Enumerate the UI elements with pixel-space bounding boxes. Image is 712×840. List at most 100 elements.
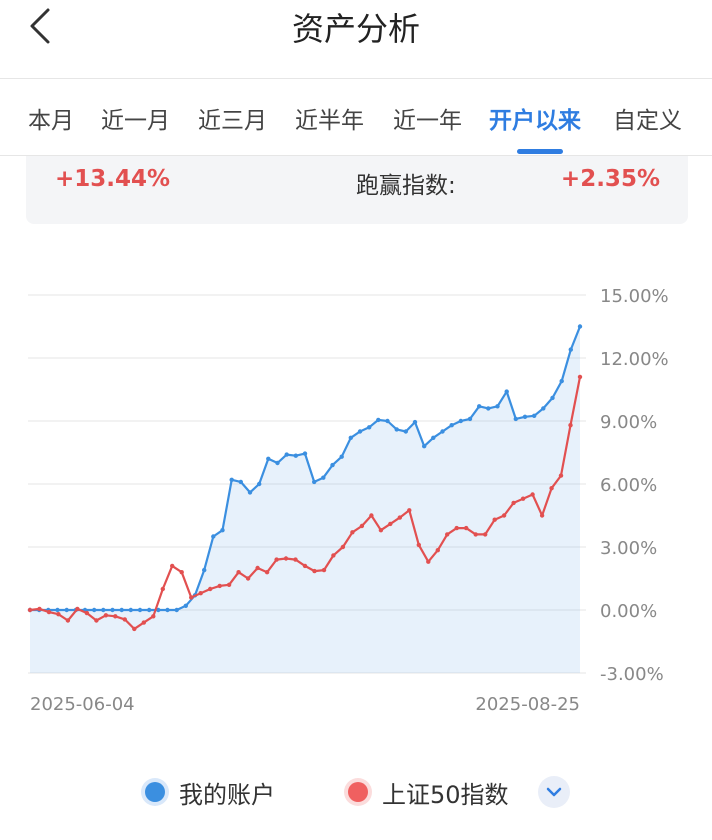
series-my-account-point bbox=[330, 462, 335, 468]
series-sse50-index-point bbox=[113, 614, 118, 619]
total-return-value: +13.44% bbox=[55, 166, 171, 192]
series-my-account-point bbox=[357, 429, 363, 434]
series-sse50-index-point bbox=[483, 532, 488, 537]
chevron-down-icon bbox=[546, 787, 562, 797]
legend-item-sse50-index[interactable]: 上证50指数 bbox=[348, 770, 509, 814]
series-sse50-index-point bbox=[558, 473, 564, 478]
series-my-account-point bbox=[467, 416, 473, 422]
series-my-account-point bbox=[183, 603, 188, 608]
series-sse50-index-point bbox=[549, 486, 554, 491]
series-my-account-point bbox=[394, 427, 399, 432]
series-my-account-area bbox=[30, 326, 580, 673]
series-sse50-index-point bbox=[473, 532, 478, 537]
legend-item-my-account[interactable]: 我的账户 bbox=[145, 770, 275, 814]
series-my-account-point bbox=[367, 425, 372, 430]
series-sse50-index-point bbox=[568, 423, 573, 428]
series-sse50-index-point bbox=[340, 544, 346, 550]
series-sse50-index-point bbox=[189, 595, 194, 600]
series-sse50-index-point bbox=[321, 567, 327, 573]
series-sse50-index-point bbox=[312, 568, 317, 574]
series-my-account-point bbox=[147, 607, 152, 613]
series-my-account-point bbox=[541, 406, 546, 411]
header-bar: 资产分析 bbox=[0, 0, 712, 79]
legend-label-my-account: 我的账户 bbox=[179, 780, 275, 809]
series-sse50-index-point bbox=[84, 610, 90, 616]
series-my-account-point bbox=[110, 607, 115, 613]
y-tick-label: 6.00% bbox=[600, 475, 657, 496]
page-title: 资产分析 bbox=[291, 10, 420, 48]
series-sse50-index-point bbox=[75, 606, 80, 612]
series-sse50-index-point bbox=[56, 612, 61, 617]
legend-label-sse50-index: 上证50指数 bbox=[382, 780, 509, 809]
series-my-account-point bbox=[64, 607, 69, 613]
series-sse50-index-point bbox=[388, 521, 393, 527]
y-tick-label: 12.00% bbox=[600, 349, 669, 370]
tab-last-half-year[interactable]: 近半年 bbox=[295, 108, 364, 134]
series-sse50-index-point bbox=[416, 542, 421, 548]
series-sse50-index-point bbox=[198, 591, 203, 596]
series-my-account-point bbox=[257, 481, 262, 487]
series-my-account-point bbox=[440, 429, 445, 434]
series-sse50-index-point bbox=[520, 496, 526, 501]
back-arrow-icon[interactable] bbox=[22, 6, 62, 46]
series-my-account-point bbox=[431, 435, 436, 440]
x-tick-label: 2025-06-04 bbox=[30, 694, 135, 715]
series-sse50-index-point bbox=[435, 548, 440, 553]
series-sse50-index-point bbox=[454, 525, 459, 531]
series-sse50-index-point bbox=[179, 570, 184, 575]
series-sse50-index-point bbox=[511, 500, 516, 506]
series-sse50-index-point bbox=[369, 513, 374, 518]
legend-dot-sse50-index bbox=[348, 782, 368, 802]
series-sse50-index-point bbox=[160, 586, 165, 592]
series-my-account-point bbox=[101, 607, 106, 613]
series-sse50-index-point bbox=[530, 492, 535, 497]
y-tick-label: 9.00% bbox=[600, 412, 657, 433]
active-tab-indicator bbox=[517, 149, 563, 154]
series-sse50-index-point bbox=[577, 374, 583, 380]
series-sse50-index-point bbox=[245, 576, 251, 581]
series-my-account-point bbox=[202, 567, 207, 573]
series-sse50-index-point bbox=[302, 563, 308, 569]
series-my-account-point bbox=[302, 451, 308, 456]
series-my-account-point bbox=[495, 404, 500, 409]
tab-last-month[interactable]: 近一月 bbox=[101, 108, 170, 134]
tab-this-month[interactable]: 本月 bbox=[28, 108, 74, 134]
series-sse50-index-point bbox=[132, 626, 137, 632]
tab-custom[interactable]: 自定义 bbox=[613, 108, 682, 134]
beat-index-value: +2.35% bbox=[560, 166, 660, 192]
series-sse50-index-point bbox=[27, 607, 33, 613]
series-sse50-index-point bbox=[37, 606, 42, 612]
series-my-account-point bbox=[449, 423, 454, 428]
series-my-account-point bbox=[119, 607, 124, 613]
series-sse50-index-point bbox=[46, 609, 52, 615]
tab-last-year[interactable]: 近一年 bbox=[393, 108, 462, 134]
summary-panel: +13.44% 跑赢指数: +2.35% bbox=[26, 156, 688, 224]
beat-index-label: 跑赢指数: bbox=[356, 173, 456, 199]
y-tick-label: 15.00% bbox=[600, 286, 669, 307]
series-my-account-point bbox=[247, 490, 253, 495]
series-my-account-point bbox=[412, 419, 418, 425]
series-sse50-index-point bbox=[501, 513, 507, 518]
tab-last-three-months[interactable]: 近三月 bbox=[198, 108, 267, 134]
series-sse50-index-point bbox=[65, 618, 71, 623]
series-my-account-point bbox=[522, 414, 528, 419]
series-sse50-index-point bbox=[539, 513, 545, 518]
series-sse50-index-point bbox=[217, 583, 222, 589]
tab-since-account-open[interactable]: 开户以来 bbox=[489, 108, 581, 134]
series-sse50-index-point bbox=[445, 532, 450, 537]
series-sse50-index-point bbox=[94, 618, 99, 623]
series-my-account-point bbox=[293, 453, 298, 458]
series-sse50-index-point bbox=[492, 517, 497, 522]
series-sse50-index-point bbox=[350, 530, 355, 535]
expand-legend-button[interactable] bbox=[538, 776, 570, 808]
series-sse50-index-point bbox=[293, 557, 298, 562]
series-sse50-index-point bbox=[274, 557, 279, 562]
series-sse50-index-point bbox=[359, 523, 365, 529]
series-sse50-index-point bbox=[226, 582, 232, 587]
series-my-account-point bbox=[266, 456, 271, 461]
return-line-chart: 15.00% 12.00% 9.00% 6.00% 3.00% 0.00% -3.00% 20… bbox=[27, 286, 669, 715]
series-sse50-index-point bbox=[122, 617, 128, 622]
series-my-account-point bbox=[422, 444, 427, 449]
series-sse50-index-point bbox=[407, 508, 412, 513]
series-my-account-point bbox=[211, 534, 216, 539]
